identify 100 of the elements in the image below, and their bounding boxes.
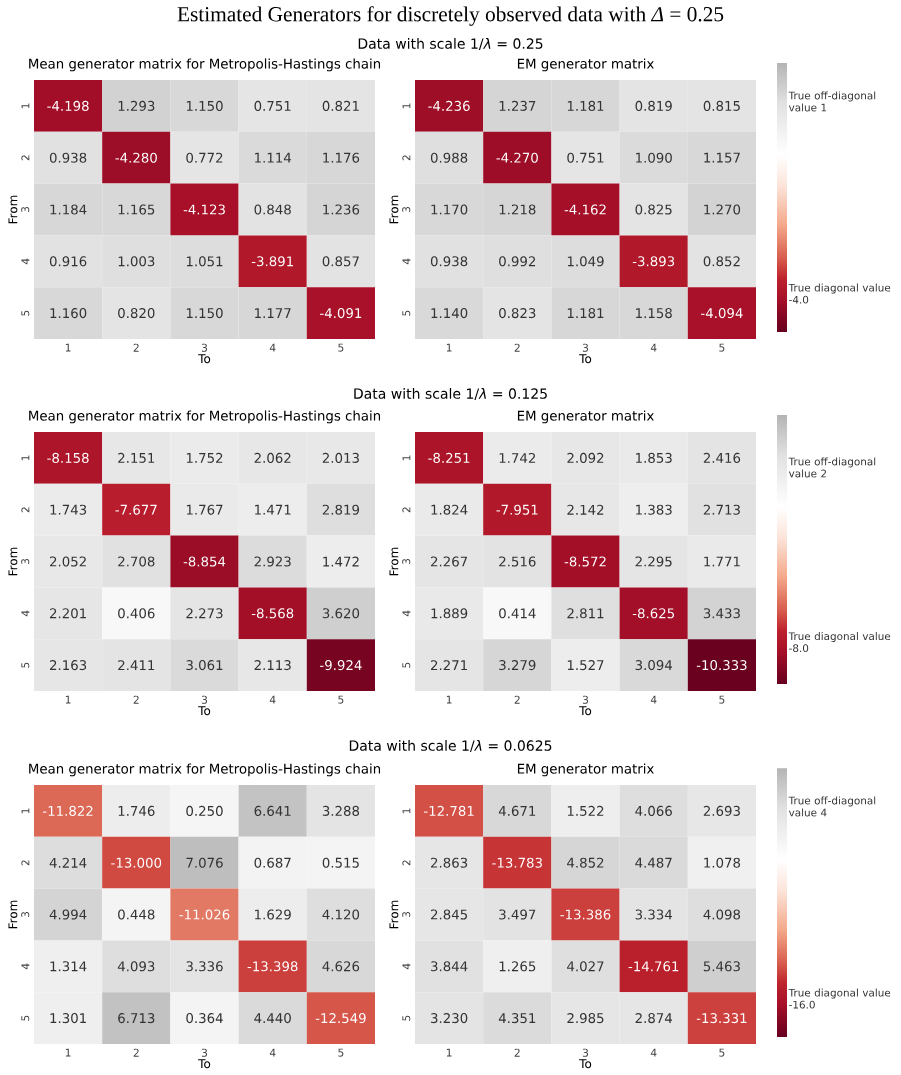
data-label: 2.151 [118, 452, 155, 463]
y-axis-title: From [389, 900, 399, 929]
data-label: 0.992 [499, 256, 536, 267]
x-axis-title: To [198, 354, 211, 364]
data-label: 1.522 [567, 805, 604, 816]
y-tick-label: 3 [402, 206, 411, 213]
x-tick-label: 1 [65, 695, 71, 704]
y-tick-label: 1 [402, 103, 411, 109]
data-label: -13.398 [247, 961, 298, 972]
data-label: 1.150 [186, 308, 223, 319]
x-tick-label: 4 [269, 695, 276, 704]
x-tick-label: 5 [338, 343, 344, 352]
data-label: 0.848 [254, 204, 291, 215]
data-label: 1.181 [567, 308, 604, 319]
x-tick-label: 4 [269, 1048, 276, 1057]
color-bar-label: True diagonal value -8.0 [788, 632, 891, 653]
data-label: 3.334 [635, 909, 673, 920]
data-label: 0.857 [322, 256, 359, 267]
x-tick-label: 4 [650, 695, 657, 704]
x-tick-label: 2 [514, 1048, 520, 1057]
data-label: 2.013 [322, 452, 359, 463]
data-label: 1.114 [255, 152, 292, 163]
data-label: -13.000 [111, 857, 162, 868]
data-label: -10.333 [696, 660, 747, 671]
data-label: 0.825 [635, 204, 672, 215]
data-label: 2.416 [703, 452, 741, 463]
y-tick-label: 4 [402, 963, 411, 970]
data-label: 1.090 [636, 152, 672, 163]
data-label: 2.052 [50, 556, 86, 567]
y-tick-label: 2 [21, 155, 30, 161]
data-label: 0.823 [499, 308, 536, 319]
data-label: 1.176 [323, 152, 360, 163]
data-label: 1.314 [50, 961, 87, 972]
data-label: 1.218 [499, 204, 536, 215]
data-label: -4.270 [496, 152, 538, 163]
data-label: 0.988 [430, 152, 468, 163]
x-tick-label: 2 [133, 1048, 139, 1057]
x-axis-title: To [579, 706, 592, 716]
data-label: 2.845 [431, 909, 468, 920]
y-axis-title: From [389, 195, 399, 224]
y-tick-label: 1 [402, 455, 411, 461]
y-tick-label: 5 [21, 662, 30, 668]
data-label: -4.198 [47, 100, 89, 111]
data-label: 4.671 [498, 805, 536, 816]
y-tick-label: 3 [402, 911, 411, 918]
data-label: 1.752 [186, 452, 223, 463]
data-label: 1.049 [567, 256, 604, 267]
color-bar-label: True diagonal value -16.0 [788, 988, 891, 1009]
data-label: -4.123 [183, 204, 225, 215]
data-label: 0.821 [322, 100, 359, 111]
data-label: 3.497 [499, 909, 536, 920]
data-label: -8.251 [428, 452, 470, 463]
x-tick-label: 1 [446, 1048, 452, 1057]
chart-subtitle: Data with scale 1/λ = 0.125 [354, 388, 547, 400]
data-label: 0.820 [118, 308, 155, 319]
data-label: 3.279 [499, 660, 536, 671]
data-label: -8.568 [251, 608, 294, 619]
data-label: -4.091 [320, 308, 362, 319]
data-label: 1.236 [323, 204, 360, 215]
data-label: 3.336 [186, 961, 223, 972]
y-tick-label: 4 [402, 258, 411, 265]
chart-title: Mean generator matrix for Metropolis-Hastings chain [29, 763, 381, 777]
data-label: 0.938 [49, 152, 87, 163]
data-label: 3.061 [186, 660, 223, 671]
data-label: -7.951 [496, 504, 538, 515]
data-label: -8.572 [564, 556, 606, 567]
data-label: 2.819 [322, 504, 360, 515]
data-label: 6.641 [254, 805, 291, 816]
x-tick-label: 2 [133, 695, 139, 704]
data-label: -4.162 [564, 204, 606, 215]
data-label: -13.386 [560, 909, 611, 920]
data-label: 7.076 [186, 857, 223, 868]
text: Estimated Generators for discretely observed data with Δ = 0.25 [177, 6, 724, 26]
data-label: 2.142 [567, 504, 604, 515]
data-label: 1.177 [255, 308, 291, 318]
color-bar-label: True off-diagonal value 1 [788, 91, 876, 112]
data-label: 2.874 [635, 1013, 673, 1024]
x-tick-label: 4 [650, 343, 657, 352]
data-label: 4.440 [254, 1013, 291, 1024]
y-tick-label: 1 [21, 808, 30, 814]
x-tick-label: 3 [201, 695, 208, 704]
data-label: -4.236 [428, 100, 470, 111]
color-bar-label: True diagonal value -4.0 [788, 283, 891, 304]
data-label: 1.150 [186, 100, 223, 111]
y-tick-label: 4 [402, 610, 411, 617]
y-tick-label: 1 [21, 103, 30, 109]
data-label: 2.201 [50, 608, 86, 619]
data-label: 1.471 [255, 504, 291, 515]
data-label: 0.414 [499, 608, 536, 619]
data-label: 6.713 [118, 1013, 155, 1024]
data-label: 3.844 [431, 961, 468, 972]
data-label: 4.626 [322, 961, 360, 972]
x-tick-label: 4 [269, 343, 276, 352]
y-tick-label: 2 [21, 860, 30, 866]
data-label: 1.051 [186, 256, 223, 267]
x-tick-label: 3 [582, 695, 589, 704]
y-tick-label: 3 [21, 911, 30, 918]
data-label: 1.824 [431, 504, 468, 515]
data-label: 1.078 [704, 857, 741, 868]
data-label: 4.994 [49, 909, 87, 920]
